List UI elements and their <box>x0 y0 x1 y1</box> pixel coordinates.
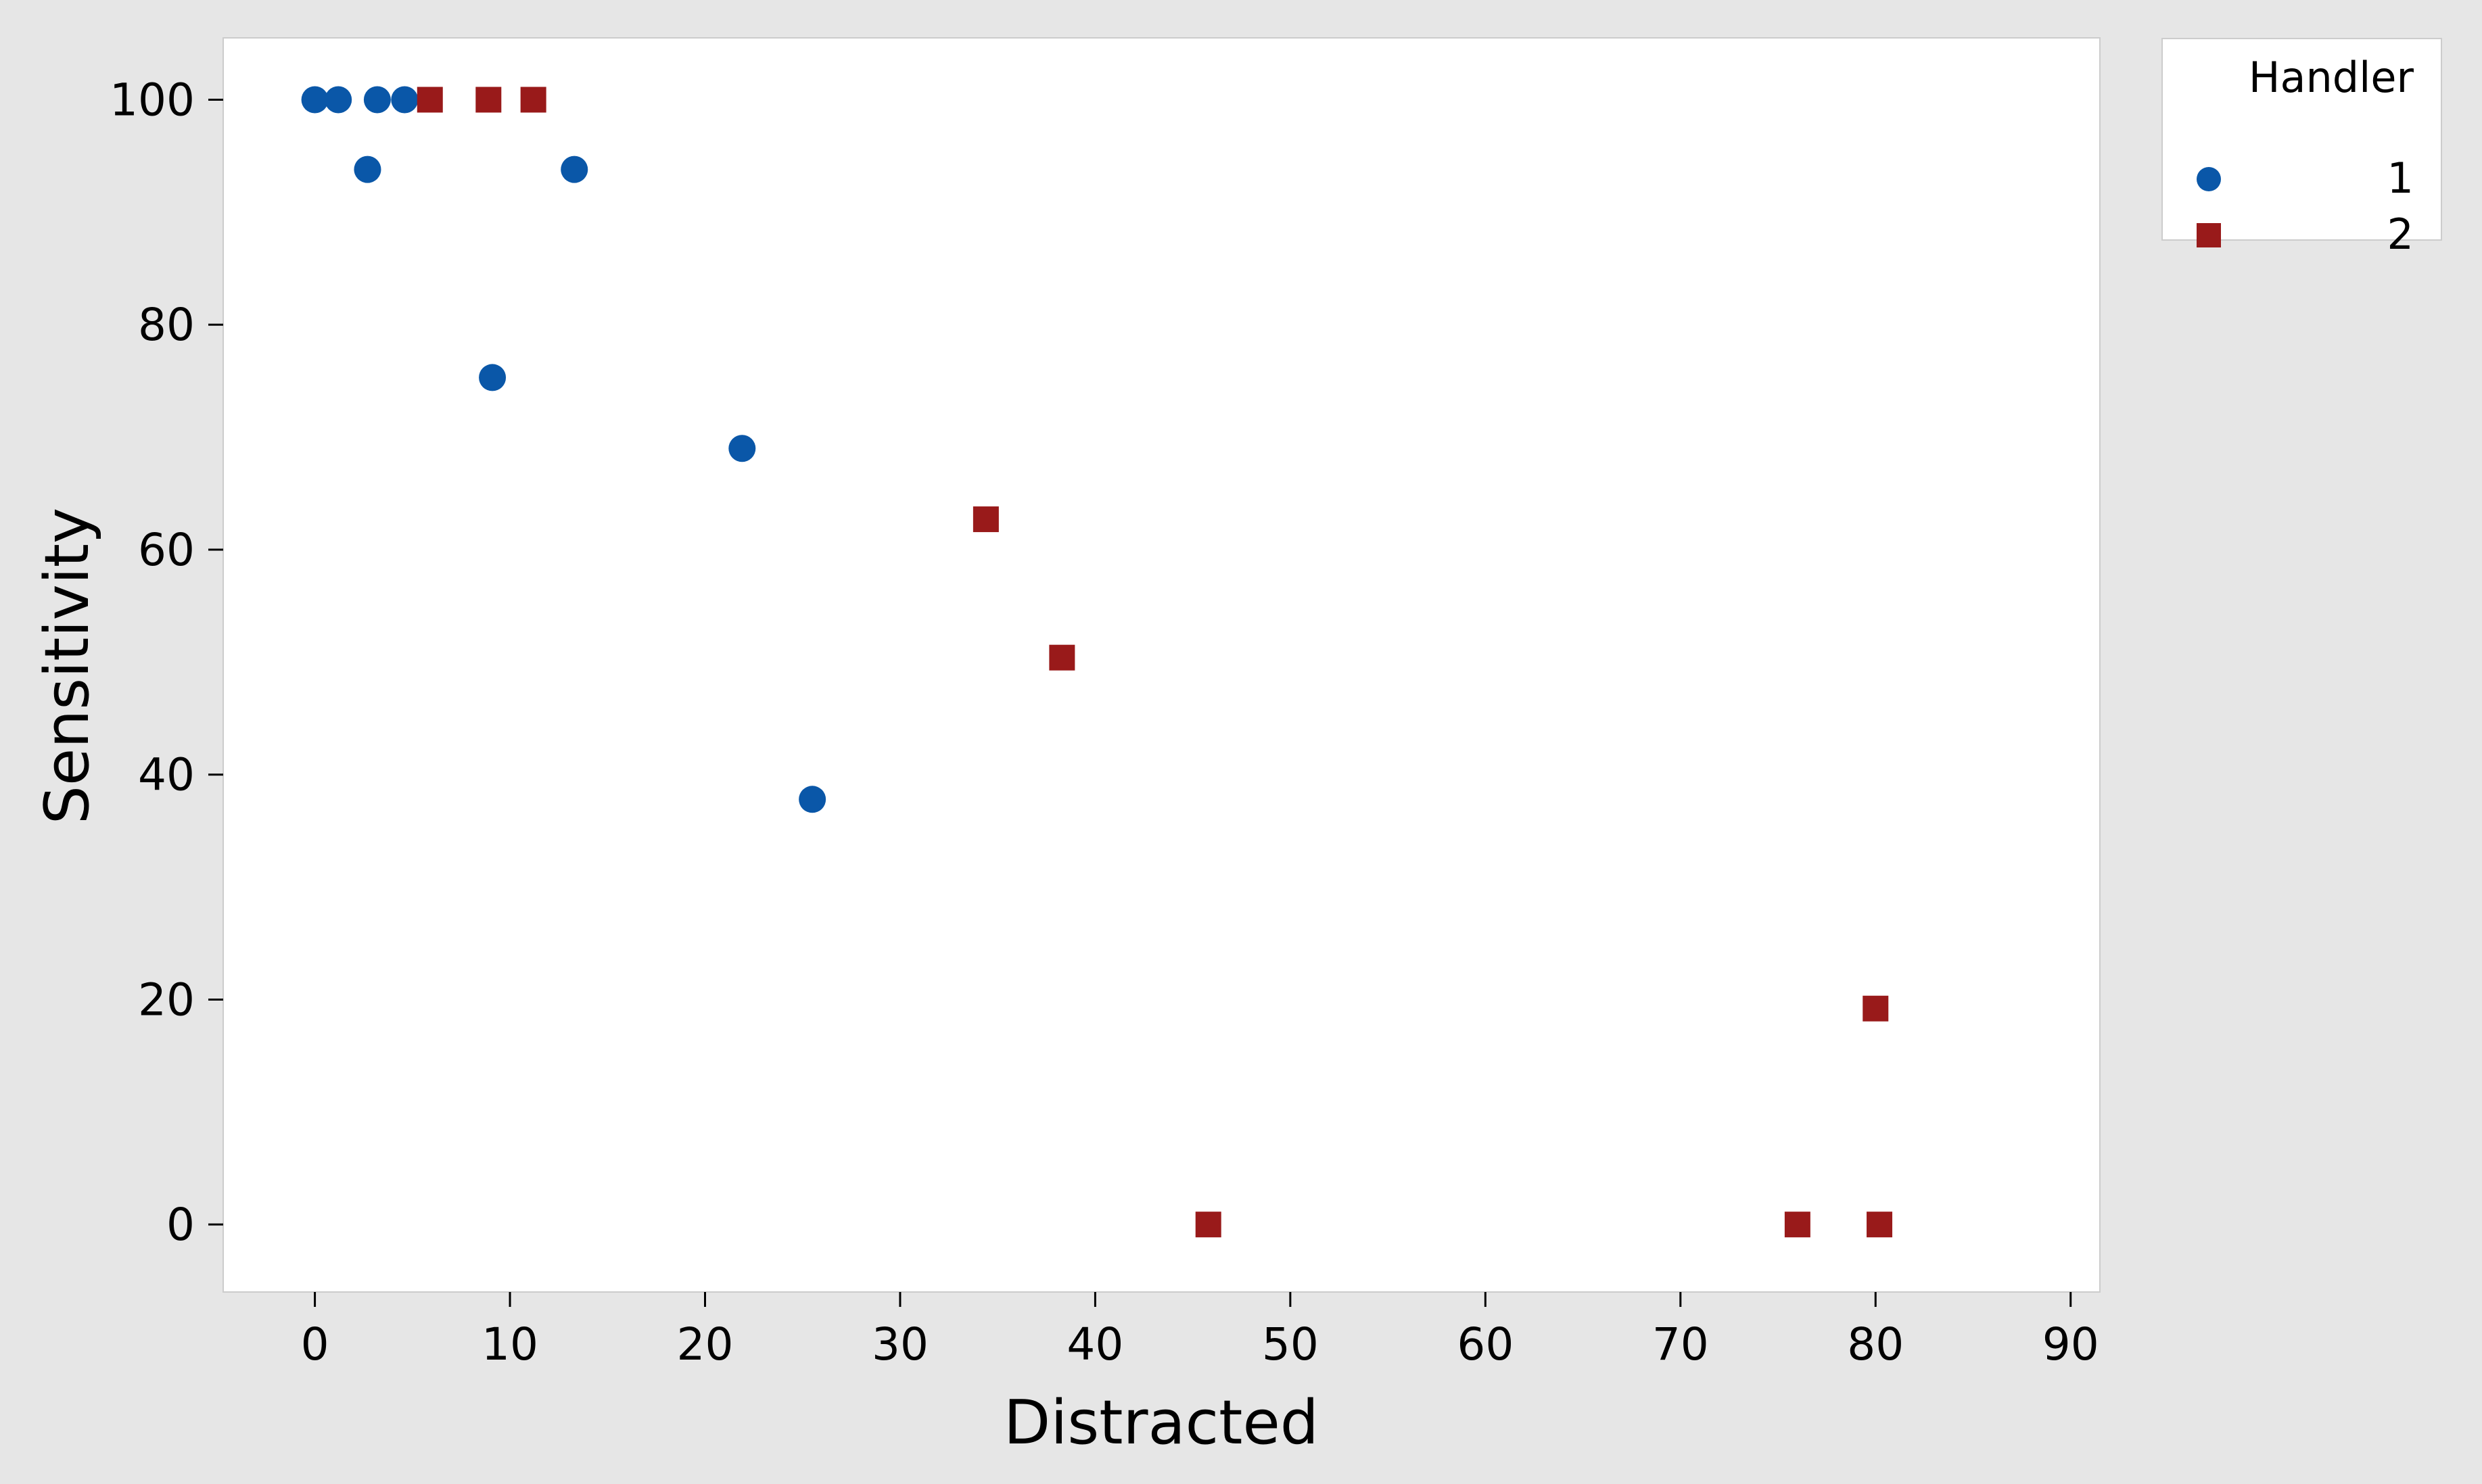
legend-label: 1 <box>2387 153 2414 203</box>
square-marker-icon <box>2197 223 2221 247</box>
data-point-handler-1 <box>325 86 352 114</box>
data-point-handler-2 <box>475 87 502 113</box>
circle-marker-icon <box>2197 167 2221 191</box>
x-tick-label: 90 <box>2042 1318 2099 1370</box>
data-point-handler-2 <box>1049 644 1075 671</box>
y-tick-label: 80 <box>138 299 195 351</box>
y-axis-title: Sensitivity <box>32 508 103 825</box>
y-tick-label: 20 <box>138 974 195 1026</box>
data-point-handler-1 <box>354 155 381 183</box>
legend-item-1: 1 <box>2163 151 2441 205</box>
data-point-handler-2 <box>1195 1212 1221 1238</box>
data-point-handler-2 <box>1867 1212 1893 1238</box>
data-point-handler-1 <box>799 786 826 813</box>
data-point-handler-1 <box>301 86 329 114</box>
data-point-handler-2 <box>417 87 443 113</box>
x-tick-label: 0 <box>301 1318 329 1370</box>
x-tick-label: 60 <box>1457 1318 1514 1370</box>
legend-title: Handler <box>2248 53 2414 102</box>
y-tick-label: 100 <box>110 74 195 126</box>
x-tick-label: 30 <box>872 1318 929 1370</box>
legend: Handler 1 2 <box>2161 38 2442 259</box>
x-tick-label: 10 <box>482 1318 538 1370</box>
data-point-handler-2 <box>1784 1212 1810 1238</box>
x-tick-label: 20 <box>677 1318 734 1370</box>
x-tick-label: 70 <box>1652 1318 1709 1370</box>
data-point-handler-1 <box>561 155 588 183</box>
x-axis-title: Distracted <box>1004 1387 1319 1458</box>
legend-item-2: 2 <box>2163 207 2441 261</box>
x-tick-label: 40 <box>1067 1318 1123 1370</box>
axes: 0 10 20 30 40 50 60 70 80 90 0 20 40 60 80 100 <box>110 74 2099 1370</box>
y-tick-label: 40 <box>138 749 195 801</box>
plot-area <box>223 37 2101 1293</box>
data-point-handler-1 <box>479 364 507 391</box>
data-points <box>301 86 1893 1238</box>
data-point-handler-1 <box>363 86 391 114</box>
data-point-handler-2 <box>520 87 546 113</box>
legend-label: 2 <box>2387 210 2414 259</box>
y-tick-label: 60 <box>138 524 195 576</box>
x-tick-label: 80 <box>1847 1318 1904 1370</box>
data-point-handler-2 <box>973 506 999 533</box>
x-tick-label: 50 <box>1262 1318 1319 1370</box>
data-point-handler-1 <box>728 435 756 462</box>
data-point-handler-1 <box>391 86 419 114</box>
y-tick-label: 0 <box>166 1199 195 1251</box>
data-point-handler-2 <box>1863 995 1889 1022</box>
